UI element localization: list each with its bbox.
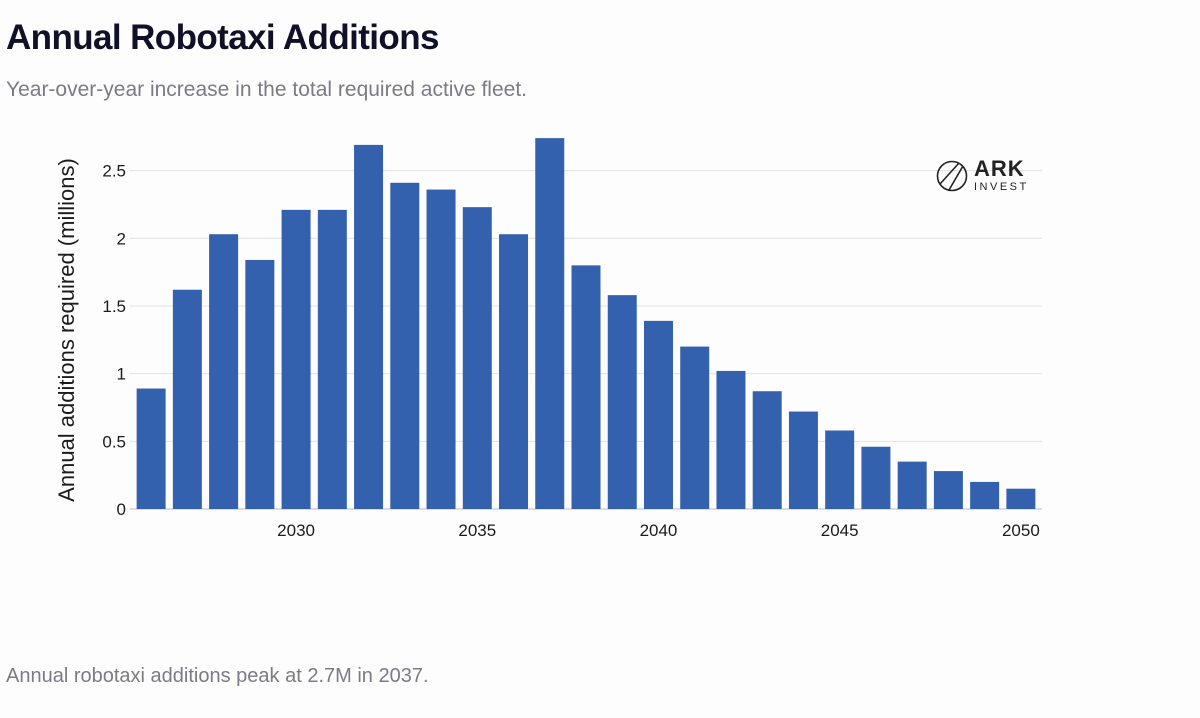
x-tick-label: 2030	[277, 521, 315, 540]
y-tick-label: 1.5	[102, 297, 126, 316]
bar-2050	[1006, 488, 1036, 509]
bar-2036	[499, 234, 529, 509]
ark-invest-logo: ARK INVEST	[936, 158, 1029, 193]
x-tick-label: 2050	[1002, 521, 1040, 540]
bar-2037	[535, 138, 565, 509]
bar-2029	[245, 259, 275, 509]
chart-footnote: Annual robotaxi additions peak at 2.7M i…	[6, 665, 429, 687]
x-axis-ticks: 2030 2035 2040 2045 2050	[277, 521, 1040, 540]
bar-2039	[607, 295, 637, 509]
y-axis-title: Annual additions required (millions)	[54, 158, 79, 502]
logo-subtitle: INVEST	[974, 181, 1029, 193]
bar-2049	[970, 481, 1000, 509]
y-axis-ticks: 0 0.5 1 1.5 2 2.5	[102, 162, 126, 519]
bar-2046	[861, 446, 891, 509]
bar-2047	[897, 461, 927, 509]
bar-2045	[825, 430, 855, 509]
x-tick-label: 2045	[821, 521, 859, 540]
bar-2041	[680, 346, 710, 509]
bars	[136, 138, 1036, 510]
bar-2032	[354, 144, 384, 509]
bar-2028	[209, 234, 239, 509]
bar-2026	[136, 388, 166, 509]
bar-2040	[643, 320, 673, 509]
bar-2030	[281, 209, 311, 509]
bar-2027	[172, 289, 202, 509]
bar-2044	[788, 411, 818, 509]
y-tick-label: 2.5	[102, 162, 126, 181]
x-tick-label: 2035	[458, 521, 496, 540]
x-tick-label: 2040	[640, 521, 678, 540]
y-tick-label: 0.5	[102, 432, 126, 451]
bar-2031	[317, 209, 347, 509]
logo-name: ARK	[974, 156, 1025, 181]
y-tick-label: 2	[117, 229, 126, 248]
chart-subtitle: Year-over-year increase in the total req…	[6, 78, 528, 101]
bar-2035	[462, 207, 492, 509]
bar-2042	[716, 370, 746, 509]
bar-2034	[426, 189, 456, 510]
bar-2033	[390, 182, 420, 509]
bar-2038	[571, 265, 601, 509]
y-tick-label: 0	[117, 500, 126, 519]
bar-2048	[933, 471, 963, 509]
ark-logo-icon	[936, 160, 968, 191]
bar-2043	[752, 391, 782, 509]
y-tick-label: 1	[117, 365, 126, 384]
chart-title: Annual Robotaxi Additions	[6, 18, 439, 57]
